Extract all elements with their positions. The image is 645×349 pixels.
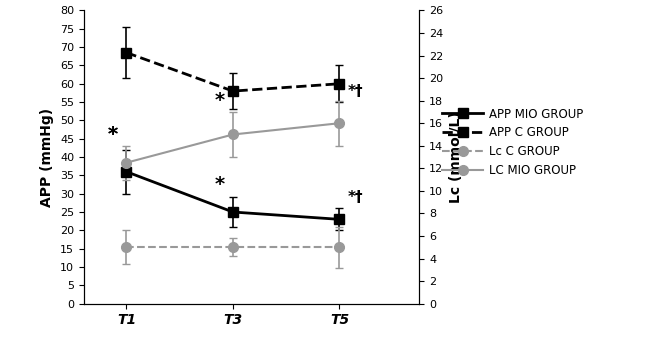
Y-axis label: APP (mmHg): APP (mmHg): [41, 107, 54, 207]
Line: APP MIO GROUP: APP MIO GROUP: [121, 167, 344, 224]
Legend: APP MIO GROUP, APP C GROUP, Lc C GROUP, LC MIO GROUP: APP MIO GROUP, APP C GROUP, Lc C GROUP, …: [442, 107, 583, 177]
LC MIO GROUP: [229, 132, 237, 136]
Line: LC MIO GROUP: LC MIO GROUP: [121, 118, 344, 168]
APP MIO GROUP: [123, 170, 130, 174]
APP C GROUP: [123, 51, 130, 55]
Text: *†: *†: [348, 190, 363, 205]
Text: *: *: [215, 175, 224, 194]
Lc C GROUP: [229, 245, 237, 249]
APP MIO GROUP: [229, 210, 237, 214]
APP C GROUP: [229, 89, 237, 93]
Lc C GROUP: [335, 245, 343, 249]
Y-axis label: Lc (mmol/L): Lc (mmol/L): [449, 111, 462, 203]
Lc C GROUP: [123, 245, 130, 249]
Text: *: *: [108, 125, 118, 144]
LC MIO GROUP: [335, 121, 343, 125]
Line: Lc C GROUP: Lc C GROUP: [121, 243, 344, 252]
APP C GROUP: [335, 82, 343, 86]
APP MIO GROUP: [335, 217, 343, 222]
Line: APP C GROUP: APP C GROUP: [121, 48, 344, 96]
Text: *: *: [108, 125, 118, 144]
Text: *: *: [215, 91, 224, 110]
Text: *†: *†: [348, 84, 363, 99]
LC MIO GROUP: [123, 161, 130, 165]
